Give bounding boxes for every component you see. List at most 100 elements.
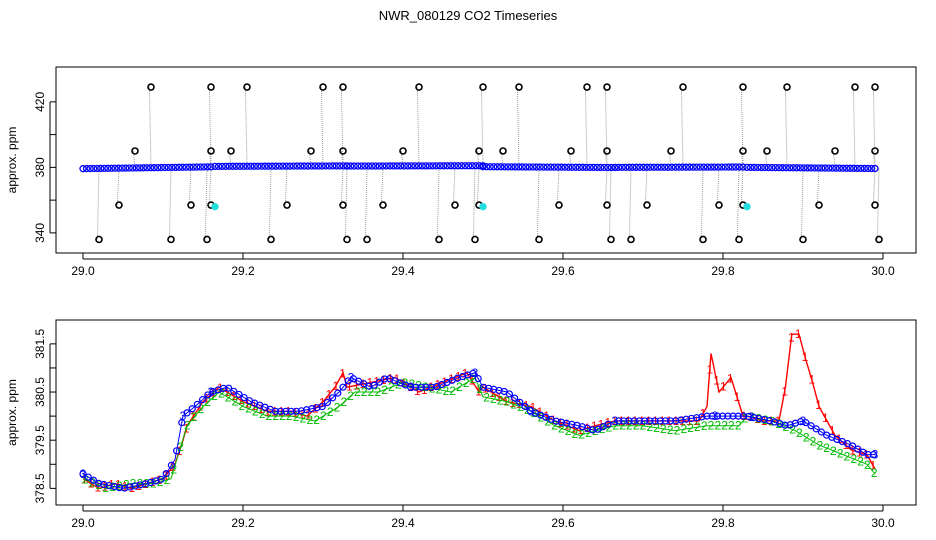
outlier-spike-line [604, 167, 608, 206]
series-3-point [672, 417, 680, 425]
baseline-point [418, 162, 426, 170]
baseline-point [154, 163, 162, 172]
baseline-point [761, 163, 769, 172]
series-3-point [407, 383, 415, 391]
baseline-point [543, 163, 551, 171]
series-3-point [178, 419, 186, 427]
series-1-label: 1 [516, 397, 523, 411]
series-1-label: 1 [366, 376, 373, 390]
series-1-label: 1 [604, 416, 611, 430]
outlier-spike-line [268, 166, 272, 240]
baseline-point [825, 164, 833, 172]
baseline-point [575, 163, 583, 171]
baseline-point [382, 162, 391, 170]
outlier-spike-line [148, 87, 152, 168]
cyan-point [479, 202, 487, 211]
baseline-point [657, 163, 665, 171]
series-3-point [100, 480, 108, 489]
series-3-point [781, 421, 789, 429]
baseline-point [268, 162, 276, 170]
series-2-label: 2 [340, 395, 347, 409]
series-2-label: 2 [538, 410, 545, 424]
series-3-point [796, 418, 805, 426]
baseline-point [646, 163, 655, 171]
baseline-point [789, 164, 797, 172]
outlier-point [435, 235, 443, 244]
baseline-point [579, 163, 587, 171]
series-3-point [661, 417, 670, 425]
series-3-point [225, 384, 233, 392]
baseline-point [107, 164, 116, 172]
baseline-point [800, 164, 808, 172]
outlier-point [207, 147, 215, 155]
baseline-point [504, 163, 512, 171]
baseline-point [725, 163, 733, 171]
baseline-point [714, 163, 722, 171]
baseline-point [675, 163, 683, 171]
series-2-label: 2 [850, 452, 857, 466]
series-3-point [427, 383, 435, 391]
outlier-spike-line [784, 87, 788, 168]
baseline-point [597, 163, 605, 172]
baseline-point [768, 163, 776, 172]
baseline-point [247, 162, 255, 170]
outlier-point [871, 201, 879, 209]
series-2-label: 2 [374, 385, 381, 399]
series-3-label: 3 [748, 410, 755, 424]
outlier-point [227, 147, 235, 155]
x-tick-label: 30.0 [871, 264, 895, 278]
outlier-spike-line [380, 165, 384, 206]
baseline-point [568, 163, 576, 171]
series-1-label: 1 [815, 398, 822, 412]
baseline-point [618, 163, 626, 172]
baseline-point [157, 163, 165, 172]
baseline-point [778, 164, 787, 172]
series-1-label: 1 [162, 468, 169, 482]
outlier-spike-line [604, 87, 608, 168]
baseline-point [457, 162, 466, 170]
series-2-label: 2 [694, 420, 701, 434]
baseline-point [518, 163, 526, 171]
baseline-point [703, 163, 712, 171]
series-1-label: 1 [822, 411, 829, 425]
outlier-spike-line [116, 168, 120, 206]
outlier-point [399, 147, 407, 155]
series-1-label: 1 [339, 366, 346, 380]
series-2-label: 2 [211, 389, 218, 403]
series-1-label: 1 [761, 414, 768, 428]
series-1-label: 1 [332, 379, 339, 393]
series-1-label: 1 [360, 377, 367, 391]
series-1-label: 1 [829, 423, 836, 437]
x-tick-label: 29.0 [71, 516, 95, 530]
series-3-point [495, 386, 503, 395]
series-3-point [734, 412, 742, 420]
series-3-point [485, 384, 493, 392]
baseline-point [196, 163, 204, 171]
series-2-label: 2 [837, 447, 844, 461]
series-3-point [646, 417, 654, 425]
baseline-point [375, 162, 383, 170]
series-3-point [193, 400, 201, 408]
baseline-point [771, 163, 780, 172]
outlier-spike-line [208, 166, 212, 206]
series-2-label: 2 [272, 409, 279, 423]
x-tick-label: 29.8 [711, 264, 735, 278]
baseline-point [525, 163, 534, 171]
series-3-point [848, 442, 857, 450]
outlier-point [555, 201, 563, 209]
outlier-spike-line [480, 87, 484, 166]
baseline-point [118, 164, 126, 172]
series-3-point [183, 409, 191, 417]
series-3-point [219, 384, 227, 392]
series-1-label: 1 [448, 372, 455, 386]
series-2-label: 2 [782, 420, 789, 434]
outlier-spike-line [96, 168, 100, 240]
x-tick-label: 29.8 [711, 516, 735, 530]
series-3-point [490, 385, 498, 393]
series-3-point [126, 483, 134, 491]
baseline-point [150, 164, 158, 172]
series-2-label: 2 [293, 410, 300, 424]
baseline-point [371, 162, 380, 170]
series-1-label: 1 [808, 373, 815, 387]
baseline-point [311, 162, 319, 170]
